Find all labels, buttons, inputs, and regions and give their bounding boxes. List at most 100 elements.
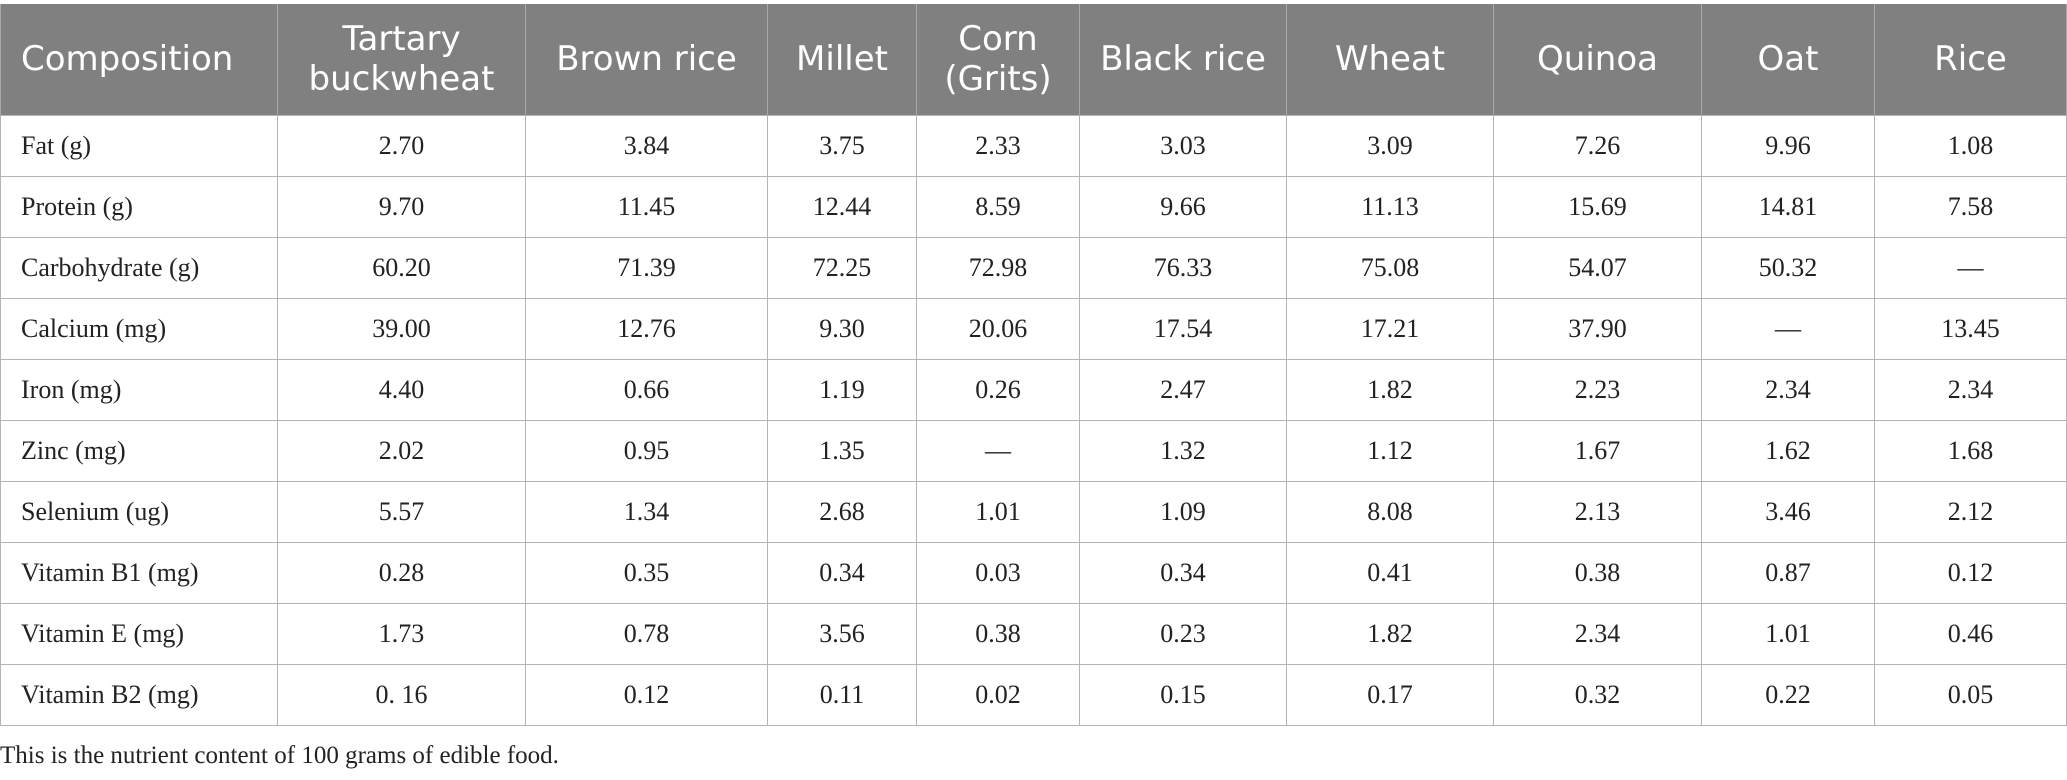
table-cell: 1.68 (1874, 419, 2067, 482)
table-cell: 2.34 (1493, 602, 1702, 665)
table-cell: 0.17 (1286, 663, 1494, 726)
table-body: Fat (g) 2.70 3.84 3.75 2.33 3.03 3.09 7.26 9.96 1… (0, 114, 2067, 726)
table-cell: 2.47 (1079, 358, 1287, 421)
table-cell: 2.12 (1874, 480, 2067, 543)
table-cell: 1.01 (916, 480, 1080, 543)
column-header: Tartary buckwheat (277, 4, 526, 115)
table-cell: 0.02 (916, 663, 1080, 726)
table-cell: 14.81 (1701, 175, 1875, 238)
table-cell: 12.76 (525, 297, 768, 360)
table-cell: 50.32 (1701, 236, 1875, 299)
table-cell: 0.87 (1701, 541, 1875, 604)
table-cell: 9.70 (277, 175, 526, 238)
table-cell: 2.70 (277, 114, 526, 177)
table-cell: 0.66 (525, 358, 768, 421)
table-cell: 37.90 (1493, 297, 1702, 360)
table-row: Selenium (ug) 5.57 1.34 2.68 1.01 1.09 8.08 2.1… (0, 480, 2067, 543)
row-label: Zinc (mg) (0, 419, 278, 482)
table-cell: 8.08 (1286, 480, 1494, 543)
table-cell: 0.35 (525, 541, 768, 604)
nutrient-table-container: Composition Tartary buckwheat Brown rice Mi… (0, 4, 2067, 726)
table-row: Vitamin E (mg) 1.73 0.78 3.56 0.38 0.23 1.82 2.… (0, 602, 2067, 665)
table-cell: 0.46 (1874, 602, 2067, 665)
table-cell: 1.67 (1493, 419, 1702, 482)
table-cell: 0.26 (916, 358, 1080, 421)
column-header: Wheat (1286, 4, 1494, 115)
table-cell: 3.03 (1079, 114, 1287, 177)
column-header-composition: Composition (0, 4, 278, 115)
table-header-row: Composition Tartary buckwheat Brown rice Mi… (0, 4, 2067, 115)
table-cell: 1.82 (1286, 602, 1494, 665)
row-label: Selenium (ug) (0, 480, 278, 543)
table-cell: 3.56 (767, 602, 917, 665)
table-cell: 1.19 (767, 358, 917, 421)
table-cell: 0.41 (1286, 541, 1494, 604)
column-header: Rice (1874, 4, 2067, 115)
table-cell: 0.11 (767, 663, 917, 726)
nutrient-table: Composition Tartary buckwheat Brown rice Mi… (0, 4, 2067, 726)
table-cell: 5.57 (277, 480, 526, 543)
column-header: Millet (767, 4, 917, 115)
table-cell: 0.15 (1079, 663, 1287, 726)
table-cell: 76.33 (1079, 236, 1287, 299)
row-label: Vitamin E (mg) (0, 602, 278, 665)
table-row: Zinc (mg) 2.02 0.95 1.35—1.32 1.12 1.67 1.62 1.… (0, 419, 2067, 482)
table-cell: 1.01 (1701, 602, 1875, 665)
table-row: Iron (mg) 4.40 0.66 1.19 0.26 2.47 1.82 2.23 2.3… (0, 358, 2067, 421)
column-header: Oat (1701, 4, 1875, 115)
table-row: Calcium (mg) 39.00 12.76 9.30 20.06 17.54 17.2… (0, 297, 2067, 360)
table-footnote: This is the nutrient content of 100 gram… (0, 742, 559, 769)
table-cell: 0. 16 (277, 663, 526, 726)
table-row: Fat (g) 2.70 3.84 3.75 2.33 3.03 3.09 7.26 9.96 1… (0, 114, 2067, 177)
table-cell: 1.32 (1079, 419, 1287, 482)
table-cell: 72.98 (916, 236, 1080, 299)
table-cell: 0.28 (277, 541, 526, 604)
table-cell: 71.39 (525, 236, 768, 299)
table-cell: 17.54 (1079, 297, 1287, 360)
table-cell: 2.34 (1701, 358, 1875, 421)
table-cell: 11.45 (525, 175, 768, 238)
table-cell: 17.21 (1286, 297, 1494, 360)
table-row: Vitamin B2 (mg) 0. 16 0.12 0.11 0.02 0.15 0.17… (0, 663, 2067, 726)
table-cell: 0.38 (916, 602, 1080, 665)
row-label: Fat (g) (0, 114, 278, 177)
table-cell: 0.78 (525, 602, 768, 665)
table-cell: 3.75 (767, 114, 917, 177)
row-label: Calcium (mg) (0, 297, 278, 360)
table-cell: 60.20 (277, 236, 526, 299)
column-header: Brown rice (525, 4, 768, 115)
table-cell: 0.03 (916, 541, 1080, 604)
table-cell: 0.34 (1079, 541, 1287, 604)
table-cell: 1.73 (277, 602, 526, 665)
table-cell: 0.12 (525, 663, 768, 726)
table-cell: 0.95 (525, 419, 768, 482)
table-cell: 1.82 (1286, 358, 1494, 421)
table-cell: 1.09 (1079, 480, 1287, 543)
table-cell: 3.84 (525, 114, 768, 177)
table-cell: 2.68 (767, 480, 917, 543)
table-cell: 54.07 (1493, 236, 1702, 299)
table-cell: 0.23 (1079, 602, 1287, 665)
table-cell: 11.13 (1286, 175, 1494, 238)
row-label: Iron (mg) (0, 358, 278, 421)
table-cell: 39.00 (277, 297, 526, 360)
table-cell: 0.12 (1874, 541, 2067, 604)
table-cell: 2.23 (1493, 358, 1702, 421)
table-cell: 13.45 (1874, 297, 2067, 360)
table-cell: 4.40 (277, 358, 526, 421)
table-cell: 0.38 (1493, 541, 1702, 604)
table-cell: 0.34 (767, 541, 917, 604)
table-cell: 2.13 (1493, 480, 1702, 543)
table-cell: 1.34 (525, 480, 768, 543)
column-header: Black rice (1079, 4, 1287, 115)
table-cell: — (916, 419, 1080, 482)
table-cell: — (1874, 236, 2067, 299)
table-cell: 1.62 (1701, 419, 1875, 482)
table-cell: 3.46 (1701, 480, 1875, 543)
table-row: Vitamin B1 (mg) 0.28 0.35 0.34 0.03 0.34 0.41 0… (0, 541, 2067, 604)
table-cell: 15.69 (1493, 175, 1702, 238)
column-header: Corn (Grits) (916, 4, 1080, 115)
table-cell: 0.32 (1493, 663, 1702, 726)
table-row: Protein (g) 9.70 11.45 12.44 8.59 9.66 11.13 15… (0, 175, 2067, 238)
table-cell: 2.33 (916, 114, 1080, 177)
